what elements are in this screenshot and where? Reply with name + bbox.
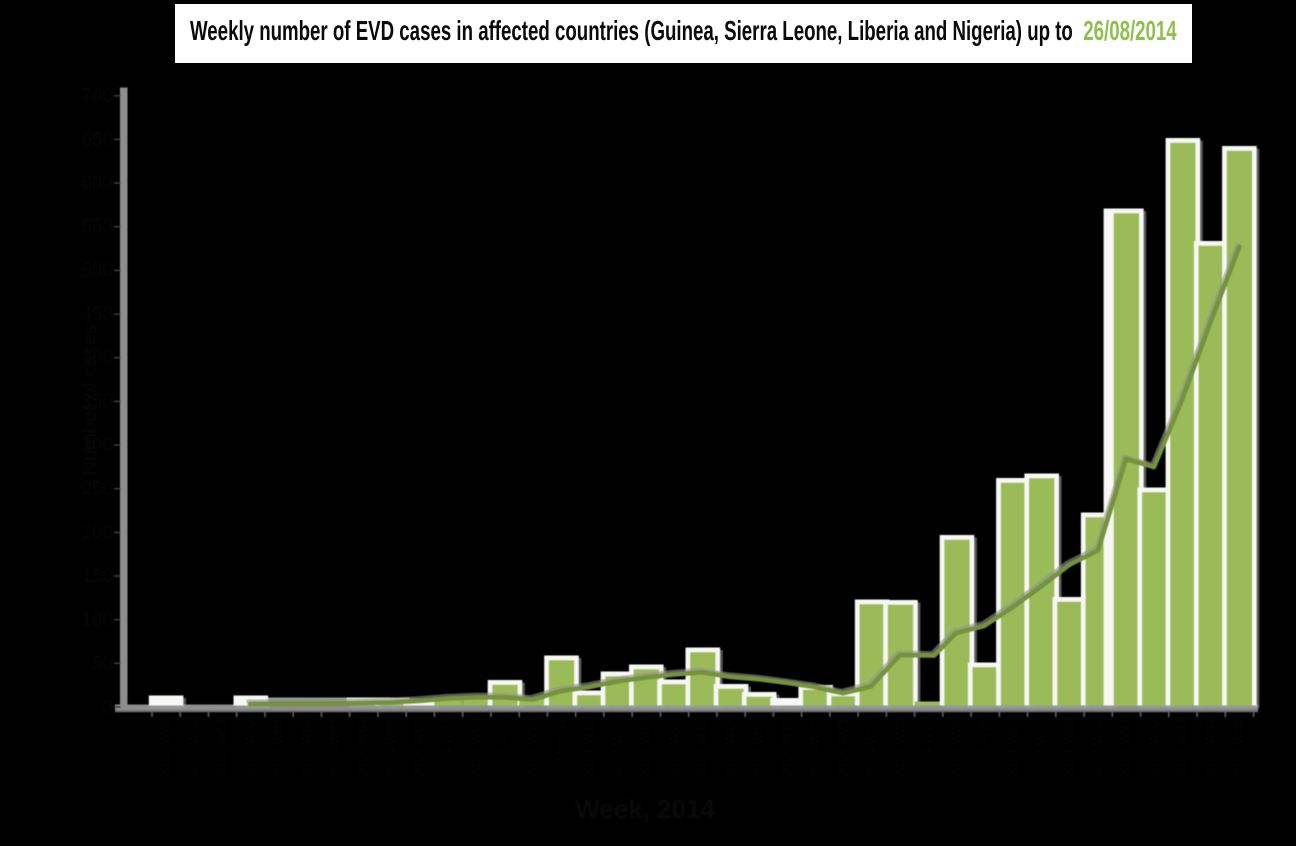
svg-text:2014-W16: 2014-W16 <box>694 718 709 778</box>
svg-text:2014-W10: 2014-W10 <box>525 718 540 778</box>
svg-text:2014-W22: 2014-W22 <box>864 718 879 778</box>
svg-text:2013-W52: 2013-W52 <box>242 718 257 778</box>
svg-text:2014-W15: 2014-W15 <box>666 718 681 778</box>
svg-text:2014-W11: 2014-W11 <box>553 718 568 777</box>
svg-text:2014-W12: 2014-W12 <box>581 718 596 778</box>
svg-text:2013-W51: 2013-W51 <box>214 718 229 778</box>
svg-text:2014-W25: 2014-W25 <box>948 718 963 778</box>
svg-text:2014-W05: 2014-W05 <box>383 718 398 778</box>
svg-text:2014-W23: 2014-W23 <box>892 718 907 778</box>
svg-text:2013-W50: 2013-W50 <box>186 718 201 778</box>
svg-text:2014-W20: 2014-W20 <box>807 718 822 778</box>
svg-text:200: 200 <box>81 522 113 543</box>
svg-text:2014-W30: 2014-W30 <box>1090 718 1105 778</box>
svg-text:2014-W29: 2014-W29 <box>1061 718 1076 778</box>
svg-text:550: 550 <box>81 217 113 238</box>
svg-text:2014-W03: 2014-W03 <box>327 718 342 778</box>
svg-text:2014-W08: 2014-W08 <box>468 718 483 778</box>
svg-text:500: 500 <box>81 260 113 281</box>
svg-text:2014-W35: 2014-W35 <box>1231 718 1246 778</box>
svg-text:2014-W24: 2014-W24 <box>920 718 935 778</box>
svg-text:2014-W31: 2014-W31 <box>1118 718 1133 778</box>
svg-text:700: 700 <box>81 86 113 107</box>
svg-text:2014-W06: 2014-W06 <box>412 718 427 778</box>
svg-text:50: 50 <box>92 653 113 674</box>
svg-text:Number of cases: Number of cases <box>79 324 101 475</box>
svg-text:150: 150 <box>81 566 113 587</box>
svg-text:2014-W02: 2014-W02 <box>299 718 314 778</box>
svg-text:2014-W26: 2014-W26 <box>977 718 992 778</box>
svg-text:2014-W04: 2014-W04 <box>355 718 370 778</box>
svg-text:2013-W49: 2013-W49 <box>157 718 172 778</box>
svg-text:2014-W34: 2014-W34 <box>1203 718 1218 778</box>
svg-text:450: 450 <box>81 304 113 325</box>
svg-text:0: 0 <box>102 697 113 718</box>
svg-text:2014-W32: 2014-W32 <box>1146 718 1161 778</box>
svg-text:2014-W07: 2014-W07 <box>440 718 455 778</box>
svg-text:2014-W17: 2014-W17 <box>722 718 737 778</box>
svg-text:2014-W21: 2014-W21 <box>835 718 850 778</box>
svg-text:2014-W28: 2014-W28 <box>1033 718 1048 778</box>
svg-text:Week, 2014: Week, 2014 <box>575 794 715 824</box>
svg-text:350: 350 <box>81 391 113 412</box>
svg-text:2014-W09: 2014-W09 <box>496 718 511 778</box>
svg-text:650: 650 <box>81 129 113 150</box>
svg-text:2014-W13: 2014-W13 <box>609 718 624 778</box>
svg-text:2014-W14: 2014-W14 <box>638 718 653 778</box>
svg-text:2014-W33: 2014-W33 <box>1174 718 1189 778</box>
svg-text:2014-W19: 2014-W19 <box>779 718 794 778</box>
svg-text:250: 250 <box>81 479 113 500</box>
svg-text:2014-W18: 2014-W18 <box>751 718 766 778</box>
svg-text:400: 400 <box>81 348 113 369</box>
svg-text:600: 600 <box>81 173 113 194</box>
svg-text:2014-W01: 2014-W01 <box>270 718 285 778</box>
svg-text:300: 300 <box>81 435 113 456</box>
svg-text:2014-W27: 2014-W27 <box>1005 718 1020 778</box>
svg-text:100: 100 <box>81 610 113 631</box>
